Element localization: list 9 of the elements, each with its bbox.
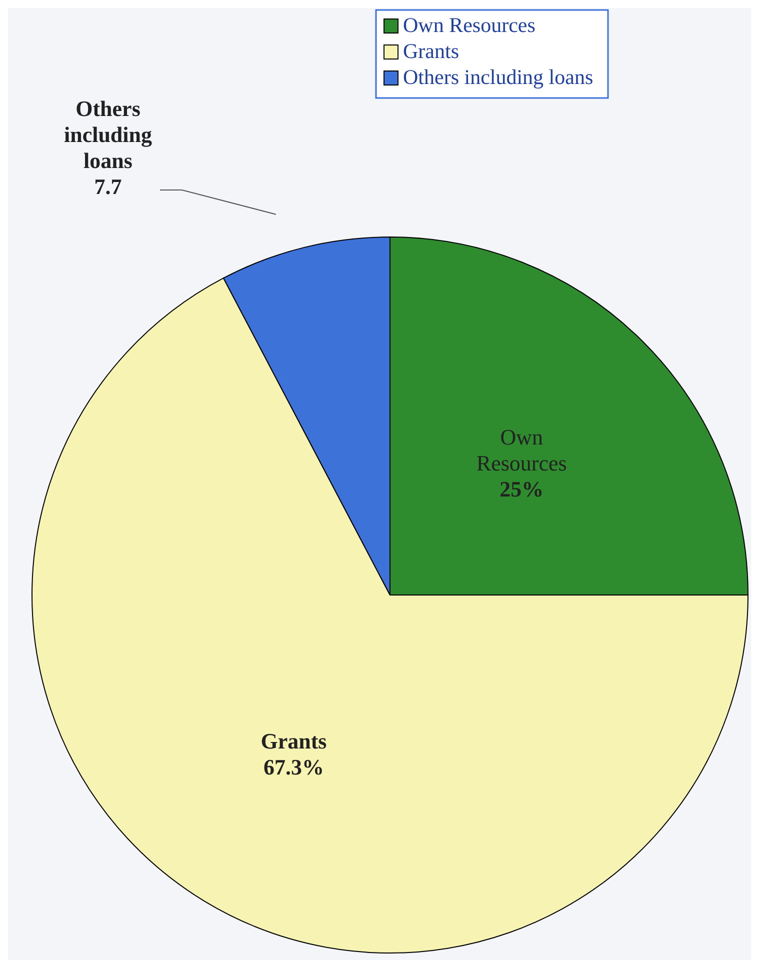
slice-label: Grants xyxy=(260,728,328,754)
slice-label: Own Resources xyxy=(476,424,567,476)
data-label: 7.7 xyxy=(94,174,122,199)
data-label: 25% xyxy=(500,476,544,502)
data-label: 67.3% xyxy=(263,754,324,780)
slice-label: Others including loans xyxy=(64,96,152,173)
legend-label: Own Resources xyxy=(403,13,536,37)
legend-label: Others including loans xyxy=(403,65,594,89)
legend-label: Grants xyxy=(403,39,459,63)
